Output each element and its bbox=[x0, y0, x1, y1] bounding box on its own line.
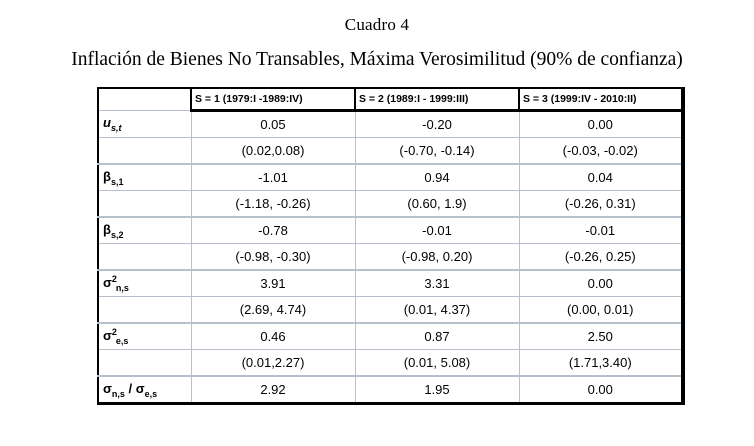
row-sigma2-n-confidence-interval: (2.69, 4.74) (0.01, 4.37) (0.00, 0.01) bbox=[98, 296, 684, 324]
empty-label-cell bbox=[98, 243, 192, 271]
param-label-sigma2-e: σ2e,s bbox=[98, 322, 192, 350]
col-header-regime-2: S = 2 (1989:I - 1999:III) bbox=[354, 87, 520, 112]
ci-cell: (0.01, 4.37) bbox=[354, 296, 520, 324]
value-cell: 2.50 bbox=[518, 322, 684, 350]
value-cell: 0.00 bbox=[518, 110, 684, 138]
value-cell: -0.20 bbox=[354, 110, 520, 138]
value-cell: 0.04 bbox=[518, 163, 684, 191]
value-cell: -0.01 bbox=[518, 216, 684, 244]
header-row: S = 1 (1979:I -1989:IV) S = 2 (1989:I - … bbox=[98, 87, 684, 112]
value-cell: 3.31 bbox=[354, 269, 520, 297]
value-cell: 3.91 bbox=[190, 269, 356, 297]
col-header-regime-3: S = 3 (1999:IV - 2010:II) bbox=[518, 87, 684, 112]
table-caption: Inflación de Bienes No Transables, Máxim… bbox=[71, 49, 683, 70]
row-u-estimate: us,t 0.05 -0.20 0.00 bbox=[98, 110, 684, 138]
ci-cell: (1.71,3.40) bbox=[518, 349, 684, 377]
value-cell: 0.00 bbox=[518, 375, 684, 404]
empty-label-cell bbox=[98, 296, 192, 324]
param-label-beta1: βs,1 bbox=[98, 163, 192, 191]
ci-cell: (-0.70, -0.14) bbox=[354, 137, 520, 165]
value-cell: -0.01 bbox=[354, 216, 520, 244]
empty-label-cell bbox=[98, 349, 192, 377]
ci-cell: (0.00, 0.01) bbox=[518, 296, 684, 324]
ci-cell: (-0.26, 0.25) bbox=[518, 243, 684, 271]
value-cell: -0.78 bbox=[190, 216, 356, 244]
ci-cell: (-0.03, -0.02) bbox=[518, 137, 684, 165]
ci-cell: (-1.18, -0.26) bbox=[190, 190, 356, 218]
row-beta1-confidence-interval: (-1.18, -0.26) (0.60, 1.9) (-0.26, 0.31) bbox=[98, 190, 684, 218]
row-sigma2-e-estimate: σ2e,s 0.46 0.87 2.50 bbox=[98, 322, 684, 350]
ci-cell: (0.60, 1.9) bbox=[354, 190, 520, 218]
empty-label-cell bbox=[98, 137, 192, 165]
results-table: S = 1 (1979:I -1989:IV) S = 2 (1989:I - … bbox=[97, 87, 685, 405]
ci-cell: (2.69, 4.74) bbox=[190, 296, 356, 324]
empty-label-cell bbox=[98, 190, 192, 218]
ci-cell: (-0.26, 0.31) bbox=[518, 190, 684, 218]
row-sigma2-e-confidence-interval: (0.01,2.27) (0.01, 5.08) (1.71,3.40) bbox=[98, 349, 684, 377]
param-label-sigma2-n: σ2n,s bbox=[98, 269, 192, 297]
corner-cell bbox=[98, 88, 192, 111]
value-cell: 0.87 bbox=[354, 322, 520, 350]
value-cell: 0.46 bbox=[190, 322, 356, 350]
ci-cell: (-0.98, 0.20) bbox=[354, 243, 520, 271]
value-cell: -1.01 bbox=[190, 163, 356, 191]
row-sigma2-n-estimate: σ2n,s 3.91 3.31 0.00 bbox=[98, 269, 684, 297]
row-u-confidence-interval: (0.02,0.08) (-0.70, -0.14) (-0.03, -0.02… bbox=[98, 137, 684, 165]
row-sigma-ratio: σn,s / σe,s 2.92 1.95 0.00 bbox=[98, 375, 684, 404]
param-label-u: us,t bbox=[98, 110, 192, 138]
value-cell: 1.95 bbox=[354, 375, 520, 404]
table-number-title: Cuadro 4 bbox=[344, 15, 410, 34]
ci-cell: (0.01, 5.08) bbox=[354, 349, 520, 377]
value-cell: 0.05 bbox=[190, 110, 356, 138]
value-cell: 0.94 bbox=[354, 163, 520, 191]
ci-cell: (-0.98, -0.30) bbox=[190, 243, 356, 271]
row-beta2-confidence-interval: (-0.98, -0.30) (-0.98, 0.20) (-0.26, 0.2… bbox=[98, 243, 684, 271]
ci-cell: (0.02,0.08) bbox=[190, 137, 356, 165]
value-cell: 2.92 bbox=[190, 375, 356, 404]
ci-cell: (0.01,2.27) bbox=[190, 349, 356, 377]
row-beta1-estimate: βs,1 -1.01 0.94 0.04 bbox=[98, 163, 684, 191]
param-label-sigma-ratio: σn,s / σe,s bbox=[98, 375, 192, 404]
col-header-regime-1: S = 1 (1979:I -1989:IV) bbox=[190, 87, 356, 112]
param-label-beta2: βs,2 bbox=[98, 216, 192, 244]
value-cell: 0.00 bbox=[518, 269, 684, 297]
row-beta2-estimate: βs,2 -0.78 -0.01 -0.01 bbox=[98, 216, 684, 244]
